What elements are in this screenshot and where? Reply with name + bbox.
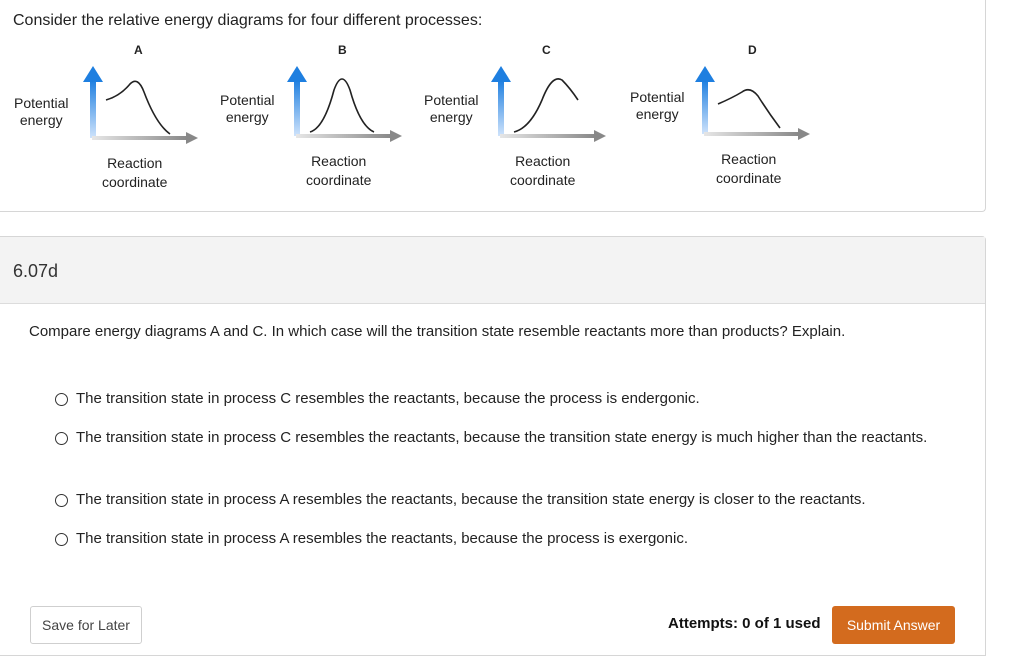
x-axis-label: Reaction coordinate [716,151,782,186]
intro-text: Consider the relative energy diagrams fo… [13,12,483,29]
question-number: 6.07d [13,261,59,281]
y-axis-label: Potential energy [424,92,479,125]
y-axis-label: Potential energy [220,92,275,125]
submit-answer-button[interactable]: Submit Answer [832,606,955,644]
diagram-letter: C [542,43,551,57]
diagram-letter: B [338,43,347,57]
attempts-counter: Attempts: 0 of 1 used [668,615,821,632]
energy-diagram-c: C Potential energy Reaction coordinate [418,40,618,200]
y-axis-label: Potential energy [630,89,685,122]
energy-diagram-a: A Potential energy Reaction coordinate [10,40,210,200]
radio-button[interactable] [55,494,68,507]
answer-choice-3[interactable]: The transition state in process A resemb… [55,491,935,511]
diagram-letter: D [748,43,757,57]
y-axis-label: Potential energy [14,95,69,128]
answer-choice-label: The transition state in process C resemb… [76,429,928,446]
energy-diagram-b: B Potential energy Reaction coordinate [214,40,414,200]
answer-choice-label: The transition state in process C resemb… [76,390,700,407]
answer-choice-label: The transition state in process A resemb… [76,491,866,508]
radio-button[interactable] [55,533,68,546]
question-header: 6.07d [0,237,985,304]
energy-diagram-graphic [83,66,198,144]
answer-choice-label: The transition state in process A resemb… [76,530,688,547]
question-panel: 6.07d Compare energy diagrams A and C. I… [0,236,986,656]
diagram-letter: A [134,43,143,57]
answer-choice-2[interactable]: The transition state in process C resemb… [55,429,935,449]
energy-diagram-d: D Potential energy Reaction coordinate [622,40,822,200]
radio-button[interactable] [55,432,68,445]
answer-choice-4[interactable]: The transition state in process A resemb… [55,530,935,550]
energy-diagram-graphic [695,66,810,140]
energy-diagram-graphic [491,66,606,142]
question-text: Compare energy diagrams A and C. In whic… [29,323,846,340]
x-axis-label: Reaction coordinate [306,153,372,188]
intro-panel: Consider the relative energy diagrams fo… [0,0,986,212]
radio-button[interactable] [55,393,68,406]
save-for-later-button[interactable]: Save for Later [30,606,142,644]
energy-diagram-graphic [287,66,402,142]
x-axis-label: Reaction coordinate [102,155,168,190]
answer-choice-1[interactable]: The transition state in process C resemb… [55,390,935,410]
x-axis-label: Reaction coordinate [510,153,576,188]
